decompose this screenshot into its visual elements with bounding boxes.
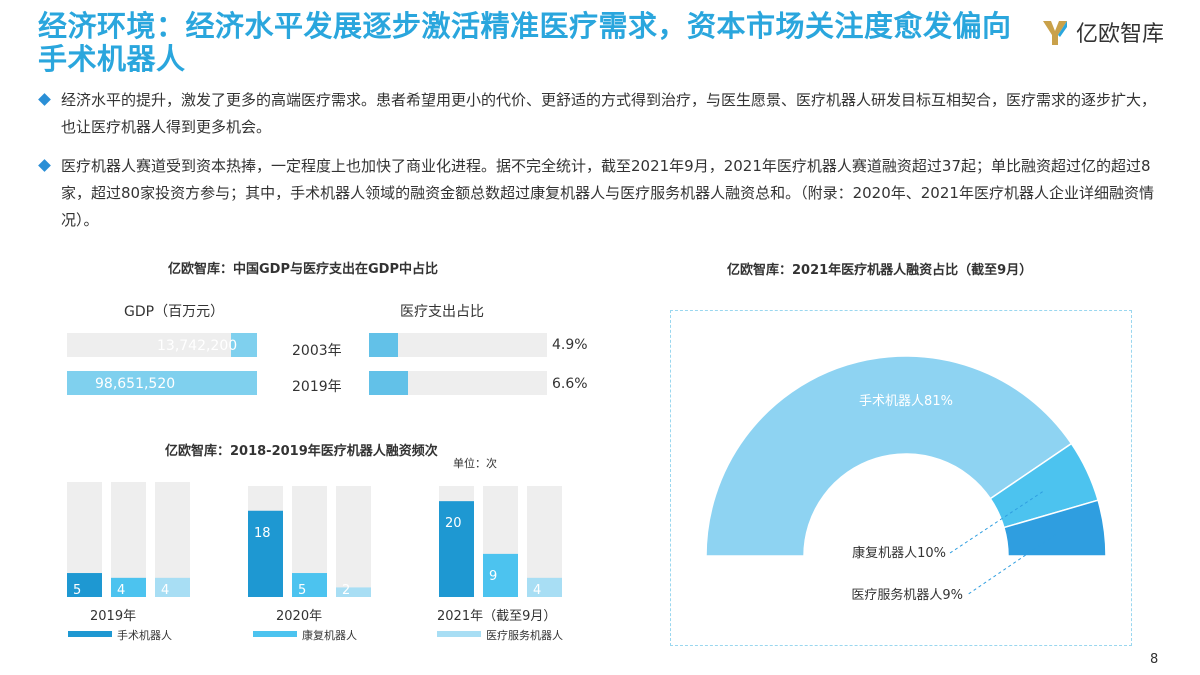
group-label: 2019年 <box>90 609 137 624</box>
legend-swatch-service <box>437 631 481 637</box>
bar-value-label: 5 <box>73 583 81 598</box>
slice-label: 医疗服务机器人9% <box>851 587 963 603</box>
donut-slice-手术机器人 <box>705 355 1073 557</box>
share-chart-frame <box>670 310 1132 646</box>
funding-bar-chart: 5 4 4 18 5 2 20 9 4 <box>67 482 562 598</box>
gdp-bar-2003 <box>230 333 257 357</box>
slice-label: 康复机器人10% <box>852 545 946 561</box>
pct-series-label: 医疗支出占比 <box>400 304 484 320</box>
bar-手术机器人 <box>439 501 474 597</box>
gdp-bar-track: 13,742,200 <box>67 333 257 357</box>
bar-手术机器人 <box>248 510 283 597</box>
bar-value-label: 18 <box>254 526 271 541</box>
unit-label: 单位：次 <box>453 457 497 470</box>
page-title: 经济环境：经济水平发展逐步激活精准医疗需求，资本市场关注度愈发偏向手术机器人 <box>38 9 1012 76</box>
bar-医疗服务机器人 <box>336 587 371 597</box>
bar-value-label: 4 <box>161 583 169 598</box>
year-label: 2019年 <box>292 379 342 395</box>
legend-swatch-rehab <box>253 631 297 637</box>
pct-bar-2003 <box>369 333 399 357</box>
bar-手术机器人 <box>67 573 102 597</box>
pct-value-label: 4.9% <box>552 337 588 353</box>
bar-value-label: 4 <box>117 583 125 598</box>
logo: 亿欧智库 <box>1040 16 1164 48</box>
donut-slice-医疗服务机器人 <box>1003 499 1107 557</box>
bullet-capital: 医疗机器人赛道受到资本热捧，一定程度上也加快了商业化进程。据不完全统计，截至20… <box>38 153 1170 234</box>
bar-value-label: 5 <box>298 583 306 598</box>
bar-track <box>155 482 190 597</box>
legend-label: 医疗服务机器人 <box>486 629 563 642</box>
chart-share-title: 亿欧智库：2021年医疗机器人融资占比（截至9月） <box>727 263 1033 278</box>
bar-value-label: 4 <box>533 583 541 598</box>
bullet-text: 医疗机器人赛道受到资本热捧，一定程度上也加快了商业化进程。据不完全统计，截至20… <box>61 157 1154 229</box>
bar-康复机器人 <box>111 577 146 597</box>
bar-医疗服务机器人 <box>155 577 190 597</box>
gdp-series-label: GDP（百万元） <box>124 304 225 320</box>
gdp-bar-track: 98,651,520 <box>67 371 257 395</box>
legend-label: 康复机器人 <box>302 629 357 642</box>
gdp-value-label: 13,742,200 <box>157 338 238 354</box>
slice-label: 手术机器人81% <box>859 394 953 409</box>
bar-value-label: 2 <box>342 583 350 598</box>
diamond-bullet-icon <box>38 159 51 172</box>
chart-funding-title: 亿欧智库：2018-2019年医疗机器人融资频次 <box>165 444 438 459</box>
group-label: 2020年 <box>276 609 323 624</box>
group-label: 2021年（截至9月） <box>437 609 557 624</box>
leader-line <box>949 491 1043 554</box>
diamond-bullet-icon <box>38 93 51 106</box>
bullet-economy: 经济水平的提升，激发了更多的高端医疗需求。患者希望用更小的代价、更舒适的方式得到… <box>38 87 1170 141</box>
legend-label: 手术机器人 <box>117 629 172 642</box>
bar-track <box>336 486 371 597</box>
year-label: 2003年 <box>292 343 342 359</box>
bar-value-label: 9 <box>489 569 497 584</box>
legend-swatch-surgical <box>68 631 112 637</box>
pct-bar-track <box>369 333 547 357</box>
pct-bar-track <box>369 371 547 395</box>
bar-value-label: 20 <box>445 516 462 531</box>
yiou-logo-icon <box>1043 21 1067 45</box>
bar-康复机器人 <box>483 553 518 597</box>
gdp-bar-2019 <box>67 371 257 395</box>
bar-医疗服务机器人 <box>527 577 562 597</box>
share-donut-chart: 手术机器人81% 康复机器人10% 医疗服务机器人9% <box>705 355 1107 603</box>
page-number: 8 <box>1150 652 1159 667</box>
bar-康复机器人 <box>292 573 327 597</box>
chart-gdp-title: 亿欧智库：中国GDP与医疗支出在GDP中占比 <box>168 262 438 277</box>
pct-value-label: 6.6% <box>552 376 588 392</box>
logo-text: 亿欧智库 <box>1076 22 1165 47</box>
pct-bar-2019 <box>369 371 409 395</box>
bar-track <box>111 482 146 597</box>
bullet-text: 经济水平的提升，激发了更多的高端医疗需求。患者希望用更小的代价、更舒适的方式得到… <box>61 91 1157 136</box>
gdp-value-label: 98,651,520 <box>95 376 176 392</box>
